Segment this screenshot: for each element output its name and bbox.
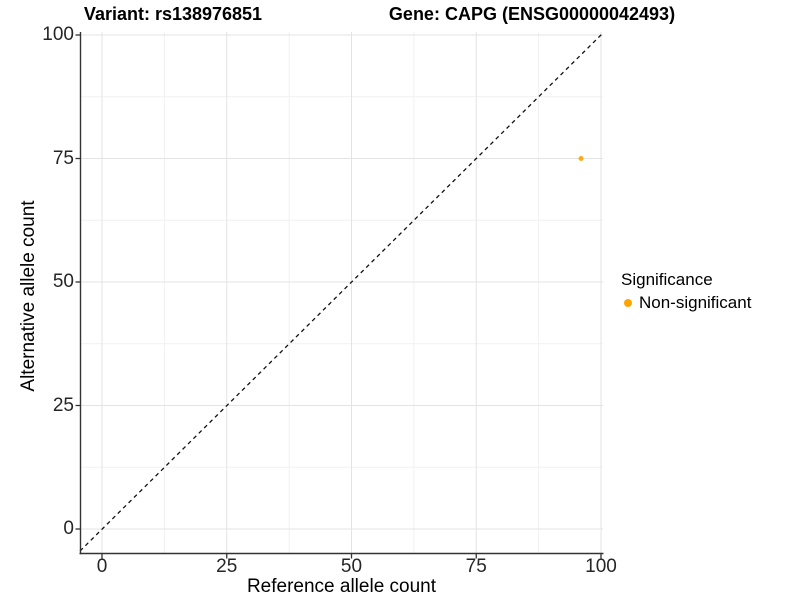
y-tick-label: 25	[52, 394, 74, 416]
y-tick-label: 50	[52, 271, 74, 292]
y-tick-label: 75	[52, 147, 74, 169]
y-tick-label: 0	[63, 518, 74, 539]
y-axis-title: Alternative allele count	[18, 200, 39, 392]
x-axis-title: Reference allele count	[246, 576, 437, 597]
legend-item: Non-significant	[621, 293, 751, 313]
legend: Significance Non-significant	[621, 270, 751, 313]
x-tick-label: 25	[216, 556, 238, 577]
identity-dashed-line	[79, 32, 604, 552]
legend-items: Non-significant	[621, 293, 751, 313]
x-tick-label: 50	[340, 556, 363, 577]
x-tick-label: 100	[585, 556, 617, 577]
x-tick-label: 75	[465, 556, 487, 577]
plot-title-variant: Variant: rs138976851	[83, 4, 263, 24]
x-tick-label: 0	[96, 556, 108, 577]
plot-title-gene: Gene: CAPG (ENSG00000042493)	[388, 4, 676, 24]
data-point	[578, 156, 584, 161]
legend-point-icon	[624, 299, 632, 307]
y-tick-label: 100	[42, 24, 74, 45]
legend-item-label: Non-significant	[639, 293, 752, 312]
legend-title: Significance	[621, 270, 713, 289]
